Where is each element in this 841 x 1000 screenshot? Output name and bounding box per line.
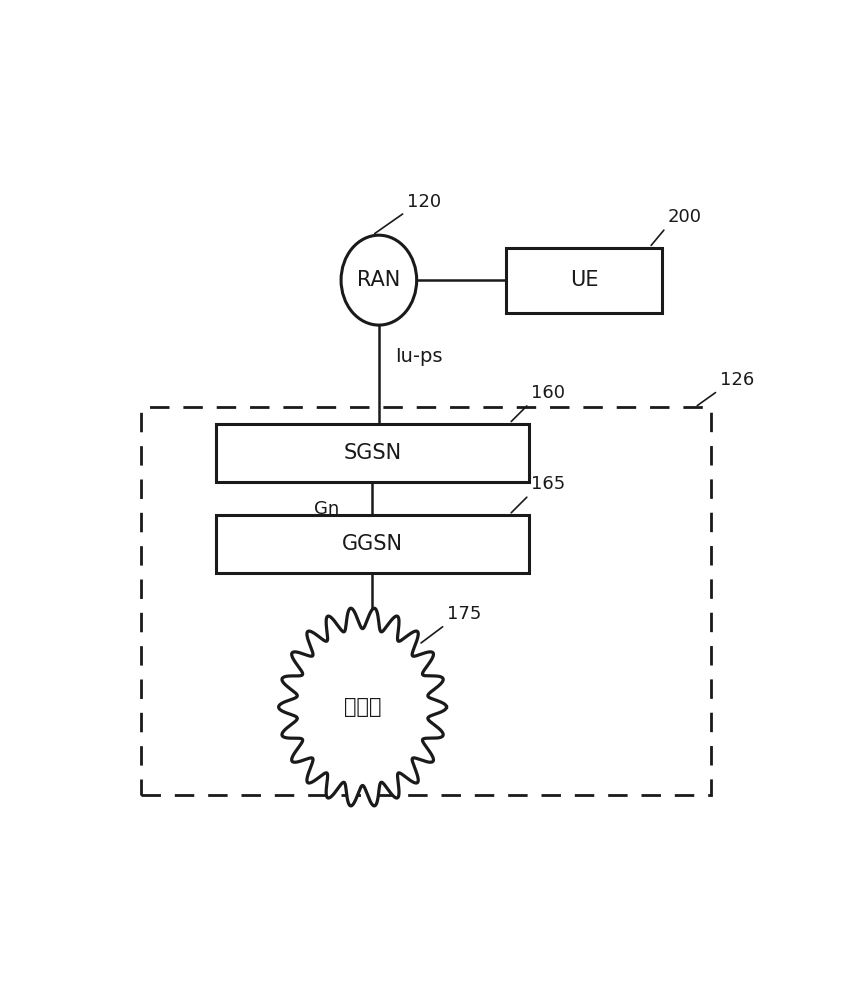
Text: GGSN: GGSN xyxy=(341,534,403,554)
Text: Gn: Gn xyxy=(314,500,339,518)
Text: 165: 165 xyxy=(531,475,565,493)
Text: 175: 175 xyxy=(447,605,481,623)
Text: 200: 200 xyxy=(668,208,701,226)
Text: UE: UE xyxy=(570,270,599,290)
Ellipse shape xyxy=(341,235,416,325)
Bar xyxy=(506,248,663,313)
Text: SGSN: SGSN xyxy=(343,443,401,463)
Text: 因特网: 因特网 xyxy=(344,697,381,717)
Text: 126: 126 xyxy=(720,371,754,389)
Text: 120: 120 xyxy=(407,193,441,211)
Bar xyxy=(216,515,529,573)
Polygon shape xyxy=(278,608,447,806)
Text: RAN: RAN xyxy=(357,270,400,290)
Bar xyxy=(216,424,529,482)
Text: Iu-ps: Iu-ps xyxy=(395,347,442,366)
Text: 160: 160 xyxy=(531,384,565,402)
Bar xyxy=(141,407,711,795)
